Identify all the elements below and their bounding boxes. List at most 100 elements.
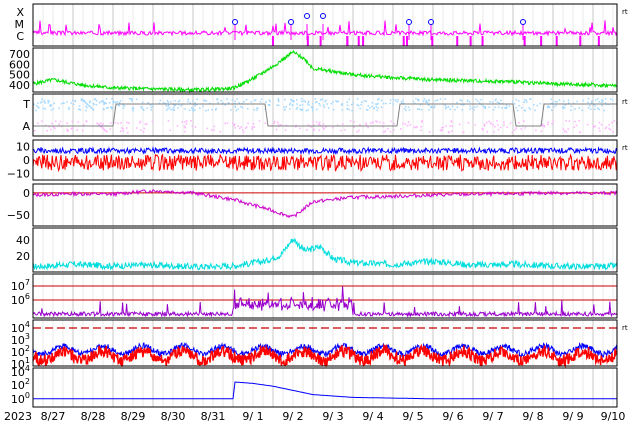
toward-point: [123, 105, 126, 107]
toward-point: [466, 99, 469, 102]
toward-point: [525, 99, 527, 102]
away-point: [369, 122, 372, 124]
flare-marker: [520, 19, 526, 25]
away-point: [142, 131, 145, 133]
away-point: [59, 120, 62, 123]
toward-point: [483, 106, 486, 109]
toward-point: [316, 101, 318, 103]
toward-point: [48, 100, 50, 103]
away-point: [322, 126, 324, 129]
away-point: [613, 120, 616, 122]
away-point: [399, 128, 402, 130]
away-point: [184, 121, 186, 123]
away-point: [52, 126, 55, 128]
toward-point: [550, 109, 553, 111]
toward-point: [85, 109, 87, 112]
proton-flux-red: [32, 343, 618, 369]
away-point: [467, 122, 470, 124]
toward-point: [445, 106, 447, 108]
toward-point: [301, 108, 304, 110]
away-point: [562, 128, 565, 130]
away-point: [121, 127, 123, 129]
panel-frame: [32, 319, 618, 367]
toward-point: [405, 109, 407, 112]
away-point: [184, 126, 187, 129]
toward-point: [37, 102, 39, 104]
toward-point: [492, 108, 495, 111]
away-point: [276, 121, 279, 123]
away-point: [353, 126, 355, 128]
away-point: [541, 124, 543, 126]
toward-point: [598, 108, 600, 111]
toward-point: [478, 102, 481, 104]
toward-point: [419, 103, 422, 106]
toward-point: [106, 107, 108, 110]
toward-point: [291, 100, 293, 102]
toward-point: [376, 103, 378, 106]
away-point: [67, 130, 69, 133]
bz-series: [32, 153, 618, 173]
toward-point: [439, 98, 442, 100]
kp-series: [32, 237, 618, 271]
toward-point: [367, 105, 370, 107]
toward-point: [92, 109, 95, 111]
away-point: [523, 120, 525, 122]
toward-point: [288, 103, 291, 106]
toward-point: [312, 107, 314, 110]
toward-point: [376, 98, 379, 101]
away-point: [319, 124, 322, 127]
toward-point: [167, 105, 169, 108]
away-point: [604, 127, 607, 130]
toward-point: [277, 98, 279, 100]
axis-tick-label: 600: [9, 58, 30, 71]
toward-point: [356, 98, 359, 100]
toward-point: [188, 109, 191, 111]
toward-point: [600, 101, 603, 103]
toward-point: [587, 101, 589, 104]
axis-tick-label: T: [22, 98, 30, 111]
toward-point: [603, 109, 606, 112]
away-point: [122, 130, 124, 132]
toward-point: [113, 101, 115, 103]
away-point: [251, 126, 254, 128]
toward-point: [574, 108, 576, 110]
away-point: [313, 128, 315, 131]
toward-point: [111, 107, 113, 110]
toward-point: [268, 99, 271, 101]
toward-point: [58, 107, 60, 109]
toward-point: [307, 101, 310, 104]
series-layer: [32, 13, 618, 400]
toward-point: [401, 102, 403, 104]
away-point: [241, 129, 244, 131]
toward-point: [318, 102, 320, 105]
toward-point: [556, 101, 558, 103]
toward-point: [135, 98, 138, 101]
away-point: [299, 127, 301, 130]
toward-point: [587, 98, 590, 100]
away-point: [448, 131, 450, 134]
exponent: 4: [25, 320, 30, 329]
toward-point: [602, 100, 604, 102]
toward-point: [595, 99, 597, 101]
toward-point: [489, 101, 491, 103]
away-point: [598, 121, 601, 124]
axis-tick-label: 106: [11, 292, 30, 307]
toward-point: [238, 102, 240, 104]
toward-point: [149, 104, 152, 106]
toward-point: [301, 109, 303, 111]
toward-point: [604, 98, 607, 100]
away-point: [138, 122, 141, 124]
toward-point: [505, 106, 507, 109]
toward-point: [371, 102, 374, 104]
toward-point: [259, 100, 262, 103]
toward-point: [308, 104, 310, 106]
away-point: [34, 130, 36, 132]
toward-point: [49, 105, 51, 107]
toward-point: [466, 100, 469, 103]
away-point: [315, 121, 318, 123]
toward-point: [528, 107, 530, 109]
toward-point: [168, 104, 170, 106]
wind-speed-series: [32, 49, 618, 94]
toward-point: [412, 100, 415, 103]
toward-point: [301, 100, 303, 103]
